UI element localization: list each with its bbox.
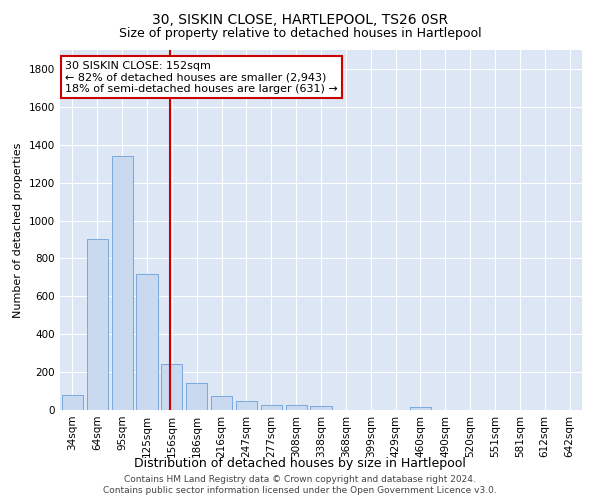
Text: Contains public sector information licensed under the Open Government Licence v3: Contains public sector information licen… (103, 486, 497, 495)
Text: Contains HM Land Registry data © Crown copyright and database right 2024.: Contains HM Land Registry data © Crown c… (124, 475, 476, 484)
Bar (62, 395, 83, 410)
Bar (261, 406, 282, 410)
Bar (310, 406, 332, 410)
Bar (161, 364, 182, 410)
Text: Distribution of detached houses by size in Hartlepool: Distribution of detached houses by size … (134, 458, 466, 470)
Bar (136, 274, 158, 410)
Y-axis label: Number of detached properties: Number of detached properties (13, 142, 23, 318)
Text: Size of property relative to detached houses in Hartlepool: Size of property relative to detached ho… (119, 28, 481, 40)
Bar (286, 406, 307, 410)
Bar (236, 402, 257, 410)
Bar (410, 407, 431, 410)
Text: 30, SISKIN CLOSE, HARTLEPOOL, TS26 0SR: 30, SISKIN CLOSE, HARTLEPOOL, TS26 0SR (152, 12, 448, 26)
Text: 30 SISKIN CLOSE: 152sqm
← 82% of detached houses are smaller (2,943)
18% of semi: 30 SISKIN CLOSE: 152sqm ← 82% of detache… (65, 61, 338, 94)
Bar (112, 156, 133, 410)
Bar (186, 384, 207, 410)
Bar (211, 396, 232, 410)
Bar (87, 240, 108, 410)
